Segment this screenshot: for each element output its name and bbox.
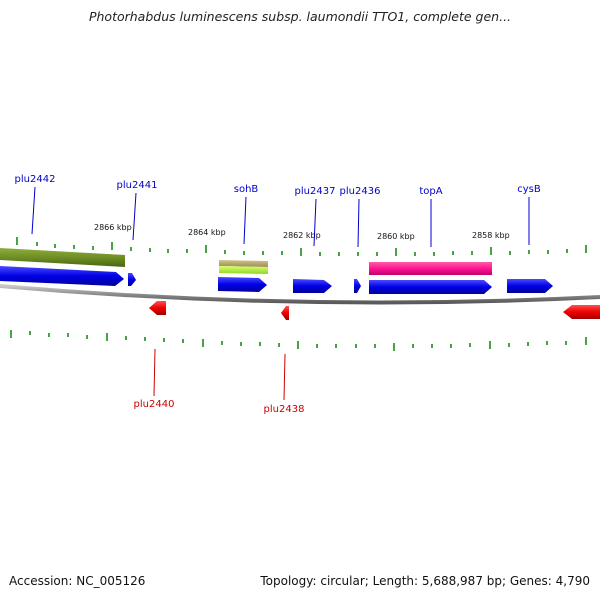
gene-arrow-plu2436[interactable] [354, 279, 361, 293]
gene-arrow-cysB[interactable] [507, 279, 553, 293]
gene-label-plu2437[interactable]: plu2437 [295, 186, 336, 197]
leader-lines-forward [31, 186, 530, 248]
topology-text: Topology: circular; Length: 5,688,987 bp… [260, 574, 590, 588]
feature-block-olive[interactable] [0, 248, 125, 267]
gene-arrow-plu2437[interactable] [293, 279, 332, 293]
scale-label-2862: 2862 kbp [283, 231, 321, 240]
gene-arrow-plu2442[interactable] [0, 266, 124, 286]
map-title: Photorhabdus luminescens subsp. laumondi… [88, 9, 512, 24]
gene-label-plu2442[interactable]: plu2442 [15, 174, 56, 185]
gene-label-plu2440[interactable]: plu2440 [134, 399, 175, 410]
genome-backbone [0, 284, 600, 305]
scale-label-2866: 2866 kbp [94, 223, 132, 232]
gene-arrow-sohB[interactable] [218, 277, 267, 292]
gene-label-sohB[interactable]: sohB [234, 184, 259, 195]
feature-block-lime[interactable] [219, 266, 268, 274]
gene-arrow-right-edge[interactable] [563, 305, 600, 319]
gene-arrow-plu2438[interactable] [281, 306, 289, 320]
lower-scale-ticks [10, 330, 587, 351]
scale-label-2864: 2864 kbp [188, 228, 226, 237]
feature-block-topA[interactable] [369, 262, 492, 275]
gene-label-topA[interactable]: topA [419, 186, 442, 197]
gene-arrow-plu2441[interactable] [128, 273, 136, 286]
scale-label-2858: 2858 kbp [472, 231, 510, 240]
leader-lines-reverse [153, 348, 286, 401]
accession-text: Accession: NC_005126 [9, 574, 146, 588]
gene-label-plu2438[interactable]: plu2438 [264, 404, 305, 415]
gene-label-cysB[interactable]: cysB [517, 184, 541, 195]
gene-label-plu2436[interactable]: plu2436 [340, 186, 381, 197]
gene-label-plu2441[interactable]: plu2441 [117, 180, 158, 191]
feature-block-khaki[interactable] [219, 260, 268, 267]
scale-label-2860: 2860 kbp [377, 232, 415, 241]
gene-arrow-plu2440[interactable] [149, 301, 166, 315]
gene-arrow-topA[interactable] [369, 280, 492, 294]
upper-scale-ticks [16, 237, 587, 256]
